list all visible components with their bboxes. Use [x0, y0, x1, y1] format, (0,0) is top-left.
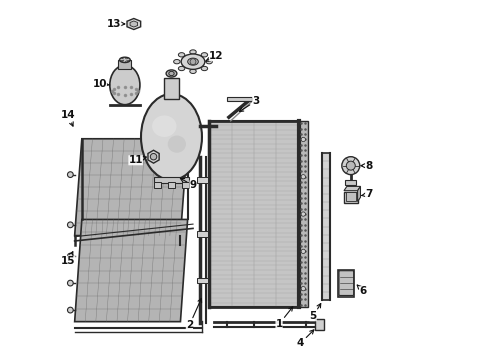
Text: 7: 7 [362, 189, 372, 199]
Circle shape [342, 157, 360, 175]
Ellipse shape [201, 53, 208, 57]
Circle shape [68, 172, 73, 177]
Circle shape [190, 59, 196, 64]
Bar [164, 78, 179, 99]
Circle shape [68, 253, 73, 259]
Bar [345, 180, 356, 185]
Bar [344, 192, 358, 203]
Ellipse shape [181, 54, 205, 69]
Ellipse shape [173, 59, 180, 64]
Bar [197, 177, 208, 183]
Ellipse shape [152, 116, 176, 137]
Circle shape [301, 249, 305, 253]
Text: 12: 12 [206, 51, 223, 61]
Bar [197, 231, 208, 237]
Circle shape [301, 287, 305, 291]
Ellipse shape [166, 70, 177, 77]
Ellipse shape [201, 66, 208, 71]
Ellipse shape [110, 65, 140, 105]
Bar [197, 278, 208, 283]
Text: 6: 6 [357, 285, 367, 296]
Bar [322, 153, 330, 300]
Bar [153, 177, 190, 183]
Text: 5: 5 [310, 303, 321, 321]
Ellipse shape [168, 135, 186, 153]
Ellipse shape [190, 69, 196, 73]
Bar [168, 182, 175, 188]
Bar [153, 182, 161, 188]
Polygon shape [74, 139, 188, 235]
Ellipse shape [190, 50, 196, 54]
Circle shape [346, 161, 355, 170]
FancyBboxPatch shape [339, 271, 354, 296]
Text: 13: 13 [107, 19, 125, 29]
Bar [209, 121, 299, 307]
Text: 11: 11 [128, 155, 147, 165]
Circle shape [301, 212, 305, 216]
Ellipse shape [178, 66, 185, 71]
Polygon shape [130, 21, 138, 27]
Ellipse shape [178, 53, 185, 57]
Bar [182, 182, 190, 188]
Bar [299, 121, 308, 307]
Text: 2: 2 [186, 298, 201, 330]
Polygon shape [148, 150, 159, 163]
Text: 14: 14 [61, 111, 75, 126]
Circle shape [301, 137, 305, 141]
Bar [346, 192, 356, 201]
Polygon shape [74, 220, 188, 321]
Circle shape [301, 175, 305, 179]
Circle shape [68, 280, 73, 286]
Ellipse shape [206, 59, 212, 64]
Ellipse shape [188, 58, 198, 65]
Polygon shape [127, 18, 141, 30]
Text: 10: 10 [93, 79, 110, 89]
Bar [119, 60, 131, 69]
Ellipse shape [141, 94, 202, 180]
Text: 15: 15 [61, 252, 75, 266]
Circle shape [68, 307, 73, 313]
Ellipse shape [120, 57, 130, 63]
Bar [315, 319, 324, 329]
Circle shape [150, 153, 157, 160]
Bar [227, 97, 252, 101]
Text: 9: 9 [180, 178, 196, 190]
Polygon shape [358, 186, 361, 202]
Polygon shape [344, 186, 361, 191]
Text: 8: 8 [361, 161, 372, 171]
Bar [338, 270, 354, 297]
Text: 3: 3 [240, 96, 259, 112]
Text: 1: 1 [275, 307, 293, 329]
Circle shape [68, 222, 73, 228]
Ellipse shape [169, 71, 174, 76]
Text: 4: 4 [297, 330, 314, 348]
